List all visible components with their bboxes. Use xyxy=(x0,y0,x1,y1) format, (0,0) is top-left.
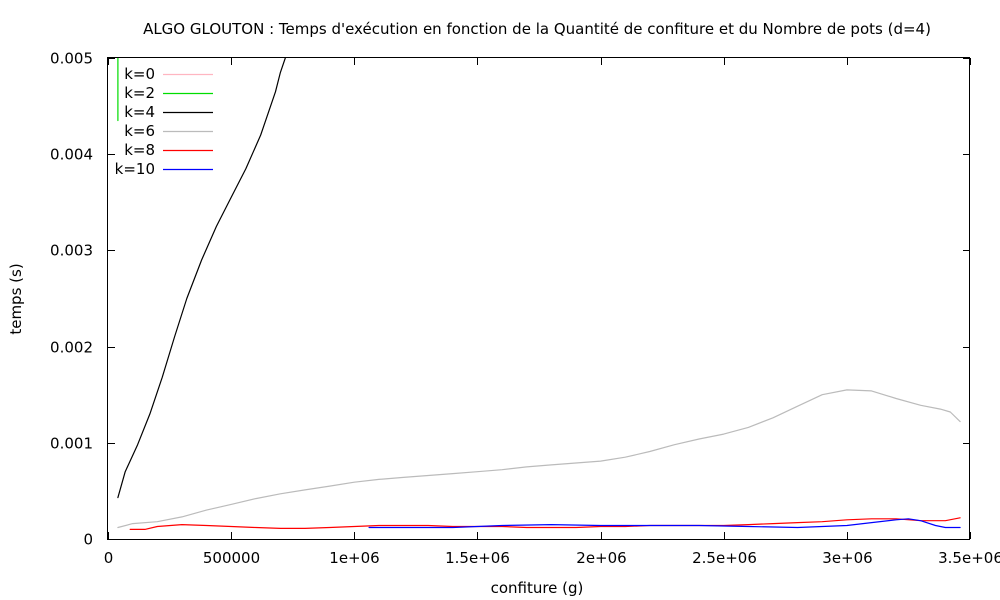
y-axis-ticks: 0 0.001 0.002 0.003 0.004 0.005 xyxy=(50,50,970,549)
y-tick-label: 0.001 xyxy=(50,435,93,453)
y-tick-label: 0.005 xyxy=(50,50,93,68)
legend: k=0k=2k=4k=6k=8k=10 xyxy=(115,65,213,178)
series-layer xyxy=(117,58,961,530)
series-line-k6 xyxy=(117,389,961,529)
chart-title: ALGO GLOUTON : Temps d'exécution en fonc… xyxy=(143,20,931,38)
y-axis-label: temps (s) xyxy=(7,263,25,334)
legend-label-k10: k=10 xyxy=(115,160,155,178)
series-line-k4 xyxy=(117,58,286,499)
legend-label-k2: k=2 xyxy=(124,84,155,102)
x-tick-label: 3e+06 xyxy=(822,549,872,567)
x-tick-label: 500000 xyxy=(203,549,260,567)
x-axis-label: confiture (g) xyxy=(491,579,584,597)
y-tick-label: 0.002 xyxy=(50,339,93,357)
plot-frame xyxy=(107,57,970,540)
y-tick-label: 0.004 xyxy=(50,146,93,164)
series-line-k10 xyxy=(368,518,961,529)
x-axis-ticks: 0 500000 1e+06 1.5e+06 2e+06 2.5e+06 3e+06 3.5e… xyxy=(104,58,1000,567)
x-tick-label: 0 xyxy=(104,549,114,567)
y-tick-label: 0.003 xyxy=(50,242,93,260)
x-tick-label: 1e+06 xyxy=(329,549,379,567)
x-tick-label: 1.5e+06 xyxy=(445,549,510,567)
y-tick-label: 0 xyxy=(83,531,93,549)
legend-label-k6: k=6 xyxy=(124,122,155,140)
x-tick-label: 2.5e+06 xyxy=(692,549,757,567)
x-tick-label: 3.5e+06 xyxy=(938,549,1000,567)
x-tick-label: 2e+06 xyxy=(576,549,626,567)
legend-label-k8: k=8 xyxy=(124,141,155,159)
legend-label-k4: k=4 xyxy=(124,103,155,121)
series-line-k8 xyxy=(129,517,961,530)
legend-label-k0: k=0 xyxy=(124,65,155,83)
